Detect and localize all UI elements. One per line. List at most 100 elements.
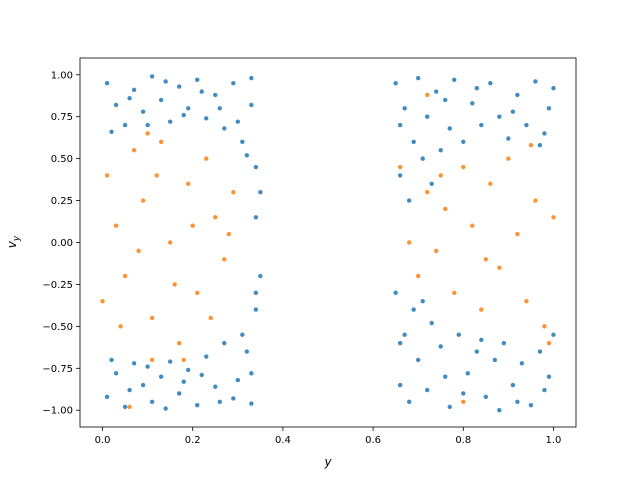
scatter-point [145,131,150,136]
scatter-point [497,265,502,270]
scatter-point [415,273,421,279]
scatter-point [145,122,150,128]
scatter-point [258,189,263,195]
scatter-point [149,399,155,405]
scatter-point [253,215,259,220]
scatter-point [546,374,552,379]
scatter-point [542,387,547,393]
scatter-point [104,80,110,86]
scatter-point [406,240,412,245]
scatter-point [497,114,502,119]
scatter-point [104,173,110,178]
scatter-point [479,307,484,312]
scatter-point [411,139,416,145]
scatter-point [429,320,434,326]
scatter-point [415,357,421,363]
scatter-point [465,371,470,376]
scatter-point [470,101,475,106]
scatter-point [217,399,222,405]
scatter-point [244,349,250,354]
scatter-point [506,156,511,161]
scatter-point [140,382,146,388]
scatter-point [406,399,412,405]
y-tick-label: 0.25 [51,196,73,207]
scatter-point [415,75,421,81]
scatter-point [551,332,556,337]
scatter-point [109,129,114,134]
scatter-point [425,92,430,98]
scatter-point [158,139,164,145]
scatter-point [497,408,502,413]
scatter-point [100,299,105,304]
scatter-point [195,402,200,408]
scatter-point [186,106,191,111]
x-tick-label: 0.0 [95,435,111,446]
scatter-point [177,84,182,89]
scatter-point [461,391,466,396]
scatter-point [506,136,511,141]
scatter-point [172,282,177,287]
scatter-point [533,79,538,84]
scatter-point [163,406,168,411]
scatter-point [406,198,412,203]
y-tick-label: −0.50 [42,322,73,333]
scatter-point [122,122,128,128]
scatter-point [177,391,182,396]
scatter-point [479,337,484,342]
scatter-point [515,399,520,405]
scatter-point [447,404,452,410]
x-tick-label: 0.4 [275,435,291,446]
scatter-point [492,357,498,363]
scatter-point [461,139,466,145]
y-tick-label: 0.00 [51,238,73,249]
scatter-point [113,371,119,376]
x-tick-label: 1.0 [546,435,562,446]
scatter-point [510,109,516,114]
scatter-point [402,106,407,111]
scatter-point [515,92,520,98]
scatter-point [113,223,119,228]
scatter-point [145,364,150,369]
scatter-point [104,394,110,400]
scatter-point [213,215,218,220]
scatter-point [483,257,489,262]
scatter-point [488,181,493,186]
scatter-point [140,109,146,114]
y-tick-label: 1.00 [51,70,73,81]
scatter-point [253,290,259,296]
scatter-point [177,340,182,346]
scatter-point [443,374,448,379]
scatter-point [199,89,204,94]
scatter-point [402,332,407,337]
x-tick-label: 0.2 [185,435,201,446]
scatter-point [195,290,200,296]
scatter-point [131,148,137,153]
scatter-point [249,371,254,376]
scatter-point [244,153,250,158]
scatter-point [204,116,209,121]
scatter-point [434,89,439,94]
scatter-point [231,80,236,86]
scatter-point [519,361,525,366]
scatter-point [420,156,425,161]
scatter-point [443,97,448,103]
scatter-point [393,80,398,86]
y-axis-label: vy [5,235,22,248]
scatter-point [470,223,475,228]
scatter-point [167,359,173,364]
plot-frame [79,57,577,428]
scatter-point [131,361,137,366]
scatter-point [542,131,547,136]
x-axis-label: y [323,455,332,469]
scatter-point [546,106,552,111]
scatter-point [397,382,403,388]
scatter-point [501,340,507,346]
scatter-point [249,75,254,81]
y-tick-label: −0.75 [42,364,73,375]
scatter-point [181,357,186,363]
scatter-point [167,119,173,124]
scatter-point [524,122,529,128]
scatter-point [397,340,403,346]
scatter-point [524,299,529,304]
scatter-point [181,112,186,118]
